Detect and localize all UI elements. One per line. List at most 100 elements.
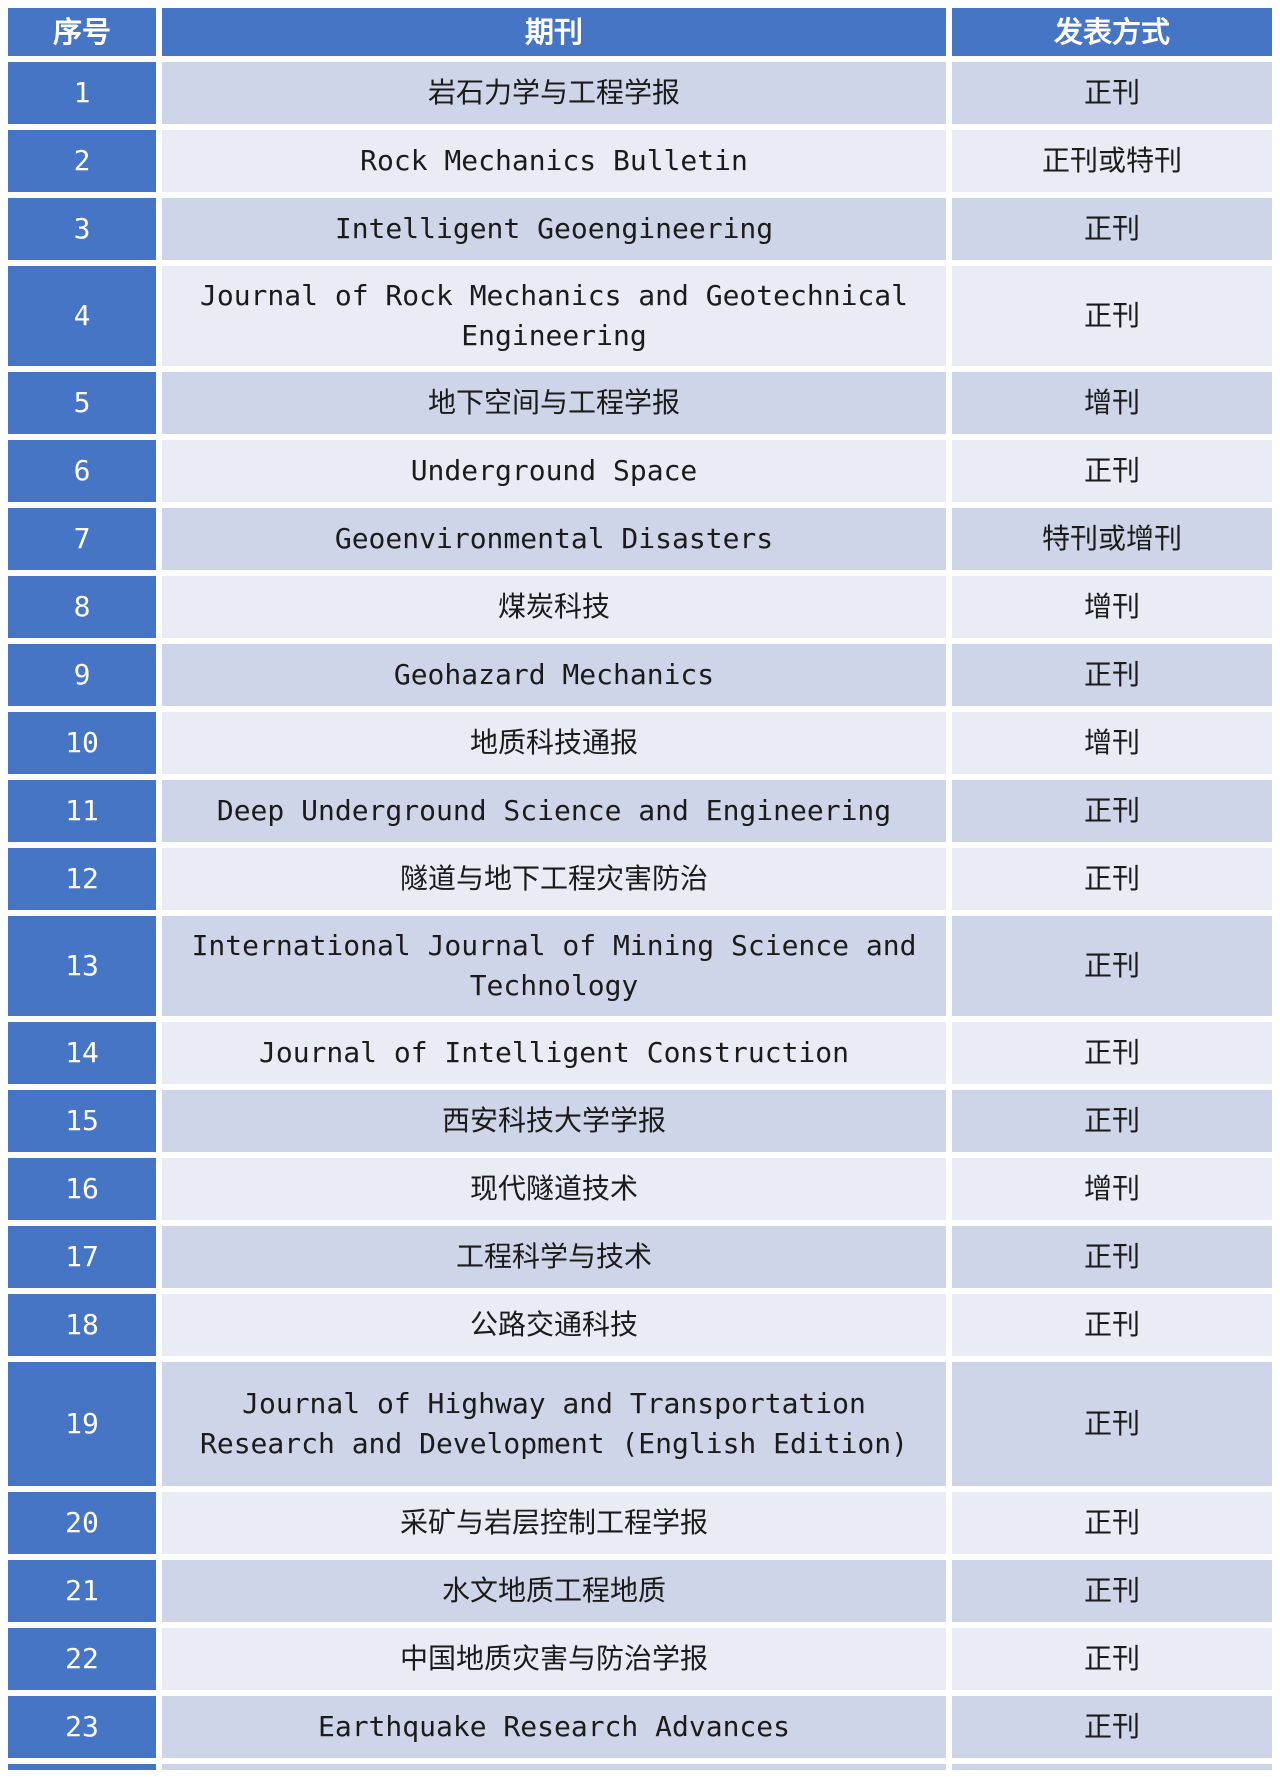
publication-mode-cell: 特刊或增刊 <box>952 508 1272 570</box>
row-number-cell: 6 <box>8 440 156 502</box>
publication-mode-cell: 增刊 <box>952 372 1272 434</box>
row-number-cell: 22 <box>8 1628 156 1690</box>
row-number-cell: 4 <box>8 266 156 366</box>
table-row: 9 Geohazard Mechanics 正刊 <box>8 644 1272 706</box>
journal-name-cell: 地质科技通报 <box>162 712 946 774</box>
journal-name-cell: Journal of Highway and Transportation Re… <box>162 1362 946 1486</box>
row-number-cell: 12 <box>8 848 156 910</box>
row-number-cell: 20 <box>8 1492 156 1554</box>
row-number-cell: 9 <box>8 644 156 706</box>
table-row: 11 Deep Underground Science and Engineer… <box>8 780 1272 842</box>
publication-mode-cell: 正刊 <box>952 1226 1272 1288</box>
table-row: 19 Journal of Highway and Transportation… <box>8 1362 1272 1486</box>
header-seq-number: 序号 <box>8 8 156 56</box>
row-number-cell: 7 <box>8 508 156 570</box>
publication-mode-cell: 正刊 <box>952 198 1272 260</box>
journal-name-cell: 水文地质工程地质 <box>162 1560 946 1622</box>
journal-name-cell: Rock Mechanics Bulletin <box>162 130 946 192</box>
table-row-partial-cutoff <box>8 1764 1272 1770</box>
row-number-cell <box>8 1764 156 1770</box>
row-number-cell: 5 <box>8 372 156 434</box>
row-number-cell: 18 <box>8 1294 156 1356</box>
table-row: 22 中国地质灾害与防治学报 正刊 <box>8 1628 1272 1690</box>
row-number-cell: 13 <box>8 916 156 1016</box>
row-number-cell: 8 <box>8 576 156 638</box>
publication-mode-cell: 增刊 <box>952 1158 1272 1220</box>
table-row: 21 水文地质工程地质 正刊 <box>8 1560 1272 1622</box>
journal-name-cell: 中国地质灾害与防治学报 <box>162 1628 946 1690</box>
row-number-cell: 21 <box>8 1560 156 1622</box>
publication-mode-cell: 正刊 <box>952 1492 1272 1554</box>
publication-mode-cell: 正刊 <box>952 1022 1272 1084</box>
journal-name-cell: Geoenvironmental Disasters <box>162 508 946 570</box>
publication-mode-cell: 正刊 <box>952 916 1272 1016</box>
table-row: 13 International Journal of Mining Scien… <box>8 916 1272 1016</box>
table-row: 17 工程科学与技术 正刊 <box>8 1226 1272 1288</box>
publication-mode-cell <box>952 1764 1272 1770</box>
publication-mode-cell: 增刊 <box>952 712 1272 774</box>
row-number-cell: 1 <box>8 62 156 124</box>
publication-mode-cell: 增刊 <box>952 576 1272 638</box>
journal-name-cell: Underground Space <box>162 440 946 502</box>
publication-mode-cell: 正刊 <box>952 266 1272 366</box>
row-number-cell: 16 <box>8 1158 156 1220</box>
publication-mode-cell: 正刊 <box>952 848 1272 910</box>
journal-name-cell: Earthquake Research Advances <box>162 1696 946 1758</box>
row-number-cell: 17 <box>8 1226 156 1288</box>
table-row: 8 煤炭科技 增刊 <box>8 576 1272 638</box>
table-row: 16 现代隧道技术 增刊 <box>8 1158 1272 1220</box>
publication-mode-cell: 正刊 <box>952 440 1272 502</box>
table-row: 2 Rock Mechanics Bulletin 正刊或特刊 <box>8 130 1272 192</box>
journal-name-cell: International Journal of Mining Science … <box>162 916 946 1016</box>
table-row: 4 Journal of Rock Mechanics and Geotechn… <box>8 266 1272 366</box>
header-journal: 期刊 <box>162 8 946 56</box>
journal-name-cell: 采矿与岩层控制工程学报 <box>162 1492 946 1554</box>
journal-name-cell: Journal of Intelligent Construction <box>162 1022 946 1084</box>
journal-name-cell: Geohazard Mechanics <box>162 644 946 706</box>
row-number-cell: 11 <box>8 780 156 842</box>
publication-mode-cell: 正刊 <box>952 1294 1272 1356</box>
journal-name-cell: Journal of Rock Mechanics and Geotechnic… <box>162 266 946 366</box>
table-body: 1 岩石力学与工程学报 正刊 2 Rock Mechanics Bulletin… <box>8 62 1272 1758</box>
row-number-cell: 2 <box>8 130 156 192</box>
journal-name-cell: 隧道与地下工程灾害防治 <box>162 848 946 910</box>
journal-name-cell <box>162 1764 946 1770</box>
row-number-cell: 14 <box>8 1022 156 1084</box>
table-row: 7 Geoenvironmental Disasters 特刊或增刊 <box>8 508 1272 570</box>
row-number-cell: 23 <box>8 1696 156 1758</box>
journal-name-cell: 现代隧道技术 <box>162 1158 946 1220</box>
table-row: 3 Intelligent Geoengineering 正刊 <box>8 198 1272 260</box>
table-row: 15 西安科技大学学报 正刊 <box>8 1090 1272 1152</box>
row-number-cell: 19 <box>8 1362 156 1486</box>
publication-mode-cell: 正刊 <box>952 644 1272 706</box>
table-row: 1 岩石力学与工程学报 正刊 <box>8 62 1272 124</box>
row-number-cell: 15 <box>8 1090 156 1152</box>
publication-mode-cell: 正刊 <box>952 1560 1272 1622</box>
journal-name-cell: Intelligent Geoengineering <box>162 198 946 260</box>
journal-name-cell: 煤炭科技 <box>162 576 946 638</box>
publication-mode-cell: 正刊 <box>952 62 1272 124</box>
table-row: 5 地下空间与工程学报 增刊 <box>8 372 1272 434</box>
row-number-cell: 10 <box>8 712 156 774</box>
publication-mode-cell: 正刊 <box>952 1696 1272 1758</box>
table-row: 20 采矿与岩层控制工程学报 正刊 <box>8 1492 1272 1554</box>
header-publication-mode: 发表方式 <box>952 8 1272 56</box>
table-row: 18 公路交通科技 正刊 <box>8 1294 1272 1356</box>
publication-mode-cell: 正刊 <box>952 1090 1272 1152</box>
publication-mode-cell: 正刊 <box>952 1628 1272 1690</box>
journal-name-cell: Deep Underground Science and Engineering <box>162 780 946 842</box>
journal-name-cell: 公路交通科技 <box>162 1294 946 1356</box>
journal-name-cell: 岩石力学与工程学报 <box>162 62 946 124</box>
row-number-cell: 3 <box>8 198 156 260</box>
table-header-row: 序号 期刊 发表方式 <box>8 8 1272 56</box>
publication-mode-cell: 正刊 <box>952 1362 1272 1486</box>
table-row: 10 地质科技通报 增刊 <box>8 712 1272 774</box>
publication-mode-cell: 正刊 <box>952 780 1272 842</box>
publication-mode-cell: 正刊或特刊 <box>952 130 1272 192</box>
journal-name-cell: 地下空间与工程学报 <box>162 372 946 434</box>
table-row: 14 Journal of Intelligent Construction 正… <box>8 1022 1272 1084</box>
table-row: 12 隧道与地下工程灾害防治 正刊 <box>8 848 1272 910</box>
journal-name-cell: 工程科学与技术 <box>162 1226 946 1288</box>
table-row: 6 Underground Space 正刊 <box>8 440 1272 502</box>
